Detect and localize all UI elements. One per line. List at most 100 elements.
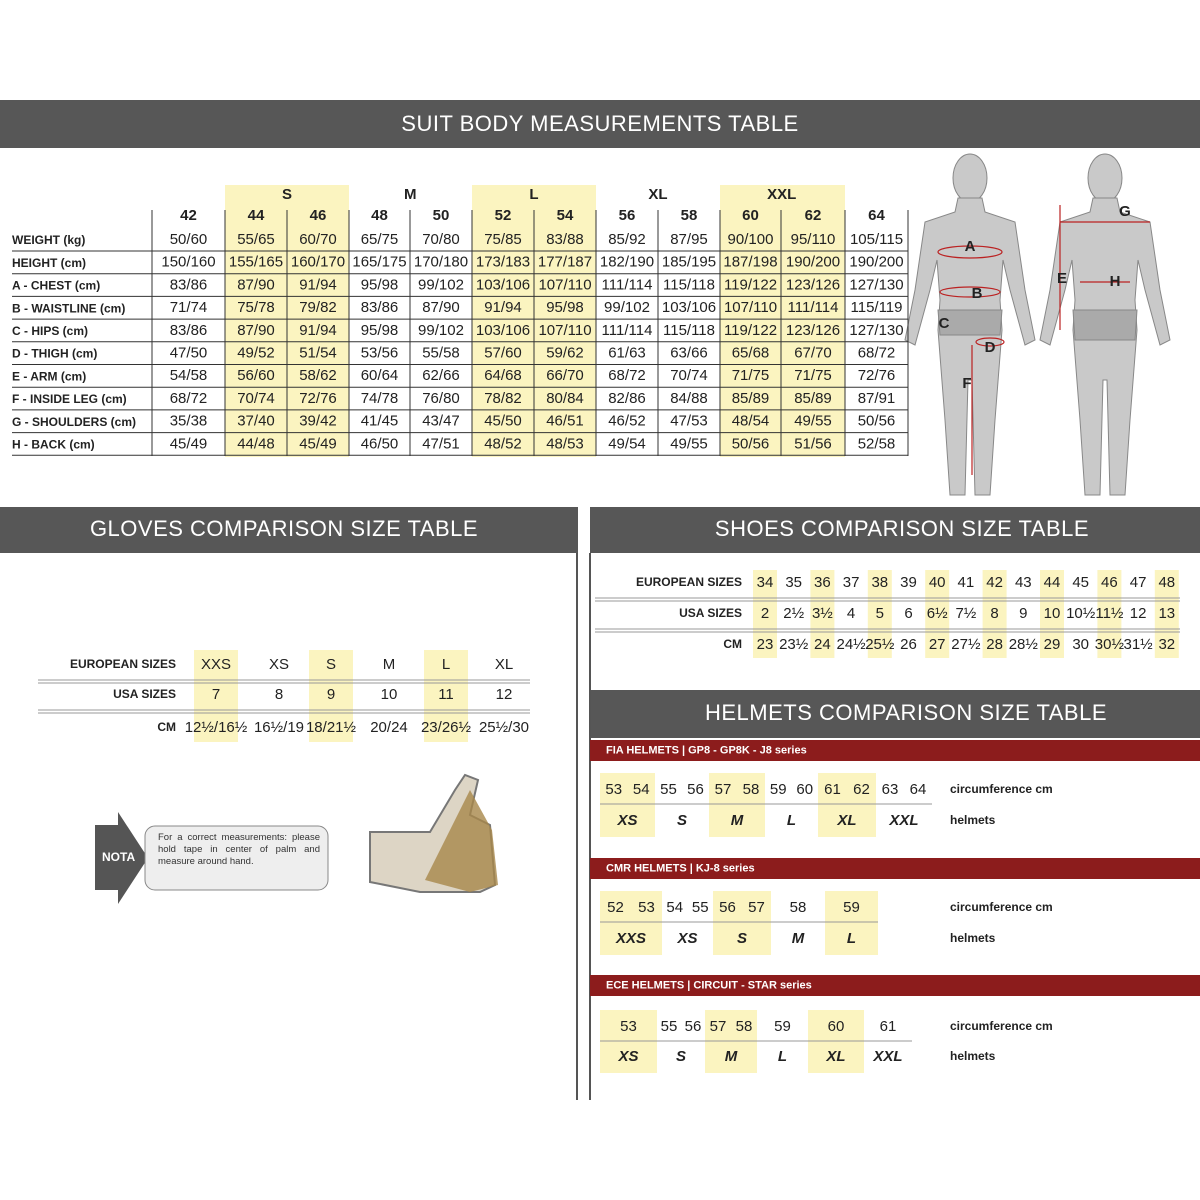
size-column: 64 [868,207,885,224]
gloves-title: GLOVES COMPARISON SIZE TABLE [90,516,478,541]
cell-value: 34 [757,574,774,591]
figure-letter: E [1057,270,1067,287]
cell-value: 49/52 [237,344,275,361]
highlight-band [1097,570,1122,658]
cell-value: 70/74 [237,390,275,407]
cell-value: 23/26½ [421,719,472,736]
cell-value: 30½ [1095,636,1125,653]
cell-value: 60/70 [299,231,337,248]
cell-value: 47/51 [422,435,460,452]
cell-value: 10 [381,686,398,703]
cell-value: 23½ [779,636,809,653]
cell-value: XL [495,656,513,673]
cell-value: 35 [785,574,802,591]
cell-value: 91/94 [484,299,522,316]
nota-text: For a correct measurements: please hold … [158,832,320,867]
cell-value: 3½ [812,605,833,622]
cell-value: 51/56 [794,435,832,452]
helmet-size: XL [836,812,856,829]
cell-value: 72/76 [858,367,896,384]
cell-value: 39 [900,574,917,591]
row-label: G - SHOULDERS (cm) [12,415,136,429]
row-label: USA SIZES [679,606,742,620]
cell-value: 119/122 [724,322,777,339]
cell-value: 127/130 [849,322,903,339]
cell-value: 54/58 [170,367,208,384]
cell-value: 107/110 [538,322,591,339]
cell-value: 12 [496,686,513,703]
shoes-header-bar [590,507,1200,553]
size-column: 56 [619,207,636,224]
nota-box [144,825,329,891]
sizes-label: helmets [950,931,996,945]
cell-value: 177/187 [538,254,592,271]
cell-value: 29 [1044,636,1061,653]
highlight-band [194,650,238,742]
cell-value: 8 [990,605,998,622]
cell-value: 48/52 [484,435,522,452]
cell-value: 103/106 [662,299,716,316]
shoes-title: SHOES COMPARISON SIZE TABLE [715,516,1089,541]
cell-value: 20/24 [370,719,408,736]
highlight-band [753,570,777,658]
body-figures [904,153,1171,496]
row-label: CM [723,637,742,651]
cell-value: 99/102 [604,299,650,316]
cell-value: 83/86 [361,299,399,316]
helmet-subheader: CMR HELMETS | KJ-8 series [606,862,755,874]
cell-value: 99/102 [418,322,464,339]
cell-value: 74/78 [361,390,399,407]
figure-letter: C [939,315,950,332]
cell-value: 11 [438,686,454,703]
cell-value: 28 [986,636,1003,653]
highlight-band [720,185,845,457]
helmet-subheader-bar [590,975,1200,996]
cell-value: 56/60 [237,367,275,384]
row-label: F - INSIDE LEG (cm) [12,392,127,406]
size-column: 52 [495,207,512,224]
highlight-band [925,570,950,658]
cell-value: 48/54 [732,413,770,430]
cell-value: 160/170 [291,254,345,271]
circumference-label: circumference cm [950,1019,1053,1033]
cell-value: 10½ [1066,605,1096,622]
size-group: S [282,186,292,203]
circumference: 53 [605,781,622,798]
circumference: 59 [843,899,860,916]
cell-value: 49/55 [670,435,708,452]
cell-value: 12½/16½ [185,719,248,736]
cell-value: 71/74 [170,299,208,316]
cell-value: 50/56 [732,435,770,452]
size-column: 50 [433,207,450,224]
row-label: C - HIPS (cm) [12,324,88,338]
cell-value: 103/106 [476,322,530,339]
cell-value: 13 [1158,605,1175,622]
cell-value: 85/92 [608,231,646,248]
cell-value: 47 [1130,574,1147,591]
cell-value: 24½ [836,636,866,653]
cell-value: 46/52 [608,413,646,430]
size-column: 44 [248,207,265,224]
helmet-subheader: FIA HELMETS | GP8 - GP8K - J8 series [606,744,807,756]
cell-value: 4 [847,605,855,622]
circumference: 64 [910,781,927,798]
cell-value: 185/195 [662,254,716,271]
cell-value: 95/98 [361,276,399,293]
helmet-size: XXL [888,812,918,829]
figure-letter: D [985,339,996,356]
cell-value: 78/82 [484,390,522,407]
cell-value: 99/102 [418,276,464,293]
cell-value: 61/63 [608,344,646,361]
highlight-band [600,773,655,837]
cell-value: 75/85 [484,231,522,248]
helmet-size: M [731,812,744,829]
cell-value: 50/56 [858,413,896,430]
cell-value: 67/70 [794,344,832,361]
cell-value: 87/90 [422,299,460,316]
circumference: 61 [880,1018,897,1035]
cell-value: 95/98 [361,322,399,339]
highlight-band [867,570,892,658]
cell-value: 150/160 [161,254,215,271]
sizes-label: helmets [950,1049,996,1063]
